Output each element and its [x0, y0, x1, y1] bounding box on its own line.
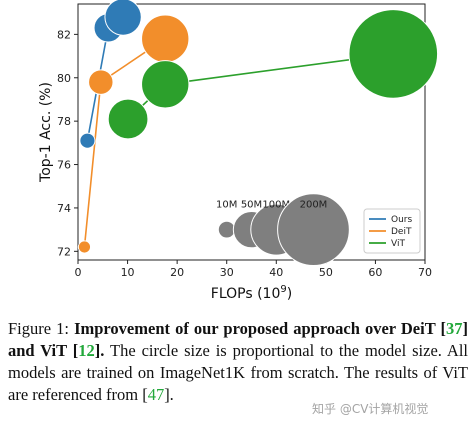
- size-legend-label-200m: 200M: [300, 200, 328, 211]
- caption-bold-1: Improvement of our proposed approach ove…: [74, 319, 446, 338]
- legend-box: [363, 208, 421, 254]
- caption-bold-2: ] and ViT [: [8, 319, 468, 360]
- caption-body: The circle size is proportional to the m…: [8, 341, 468, 404]
- x-tick-label-1: 10: [121, 266, 135, 279]
- point-ours-2: [104, 0, 142, 36]
- legend-label-vit: ViT: [391, 239, 405, 249]
- size-legend-label-10m: 10M: [216, 200, 237, 211]
- size-legend-bubble-10m: [217, 220, 236, 239]
- y-tick-label-0: 72: [57, 245, 71, 258]
- caption-ref-deit[interactable]: 37: [446, 319, 463, 338]
- point-ours-0: [79, 132, 96, 149]
- point-deit-2: [141, 14, 190, 63]
- caption-end: ].: [164, 385, 174, 404]
- y-tick-label-2: 76: [57, 159, 71, 172]
- size-legend-label-50m: 50M: [241, 200, 262, 211]
- point-vit-2: [348, 9, 439, 99]
- x-tick-label-3: 30: [220, 266, 234, 279]
- y-tick-label-4: 80: [57, 72, 71, 85]
- x-axis-label: FLOPs (109): [211, 284, 292, 302]
- point-vit-0: [107, 98, 149, 140]
- y-tick-label-1: 74: [57, 202, 71, 215]
- legend-label-ours: Ours: [391, 215, 412, 225]
- x-tick-label-4: 40: [269, 266, 283, 279]
- size-legend-bubble-200m: [277, 193, 350, 266]
- x-tick-label-7: 70: [418, 266, 432, 279]
- point-deit-1: [88, 69, 114, 95]
- scatter-chart: 0 10 20 30 40 50 60 70 72 74 76 78 80 82 FLOPs (109) To…: [38, 0, 439, 302]
- point-deit-0: [77, 240, 92, 254]
- caption-prefix: Figure 1:: [8, 319, 75, 338]
- figure-caption: Figure 1: Improvement of our proposed ap…: [8, 318, 468, 406]
- caption-ref-vit-results[interactable]: 47: [147, 385, 165, 404]
- point-vit-1: [141, 60, 190, 109]
- x-tick-label-0: 0: [75, 266, 82, 279]
- x-tick-label-2: 20: [170, 266, 184, 279]
- x-tick-label-6: 60: [368, 266, 382, 279]
- size-legend-label-100m: 100M: [262, 200, 290, 211]
- y-axis-label: Top-1 Acc. (%): [38, 82, 54, 183]
- plot-frame: [77, 3, 426, 261]
- legend-label-deit: DeiT: [391, 227, 412, 237]
- y-tick-label-3: 78: [57, 115, 71, 128]
- y-tick-label-5: 82: [57, 28, 71, 41]
- x-tick-label-5: 50: [319, 266, 333, 279]
- caption-ref-vit[interactable]: 12: [78, 341, 95, 360]
- caption-bold-3: ].: [94, 341, 105, 360]
- watermark: 知乎 @CV计算机视觉: [312, 402, 429, 416]
